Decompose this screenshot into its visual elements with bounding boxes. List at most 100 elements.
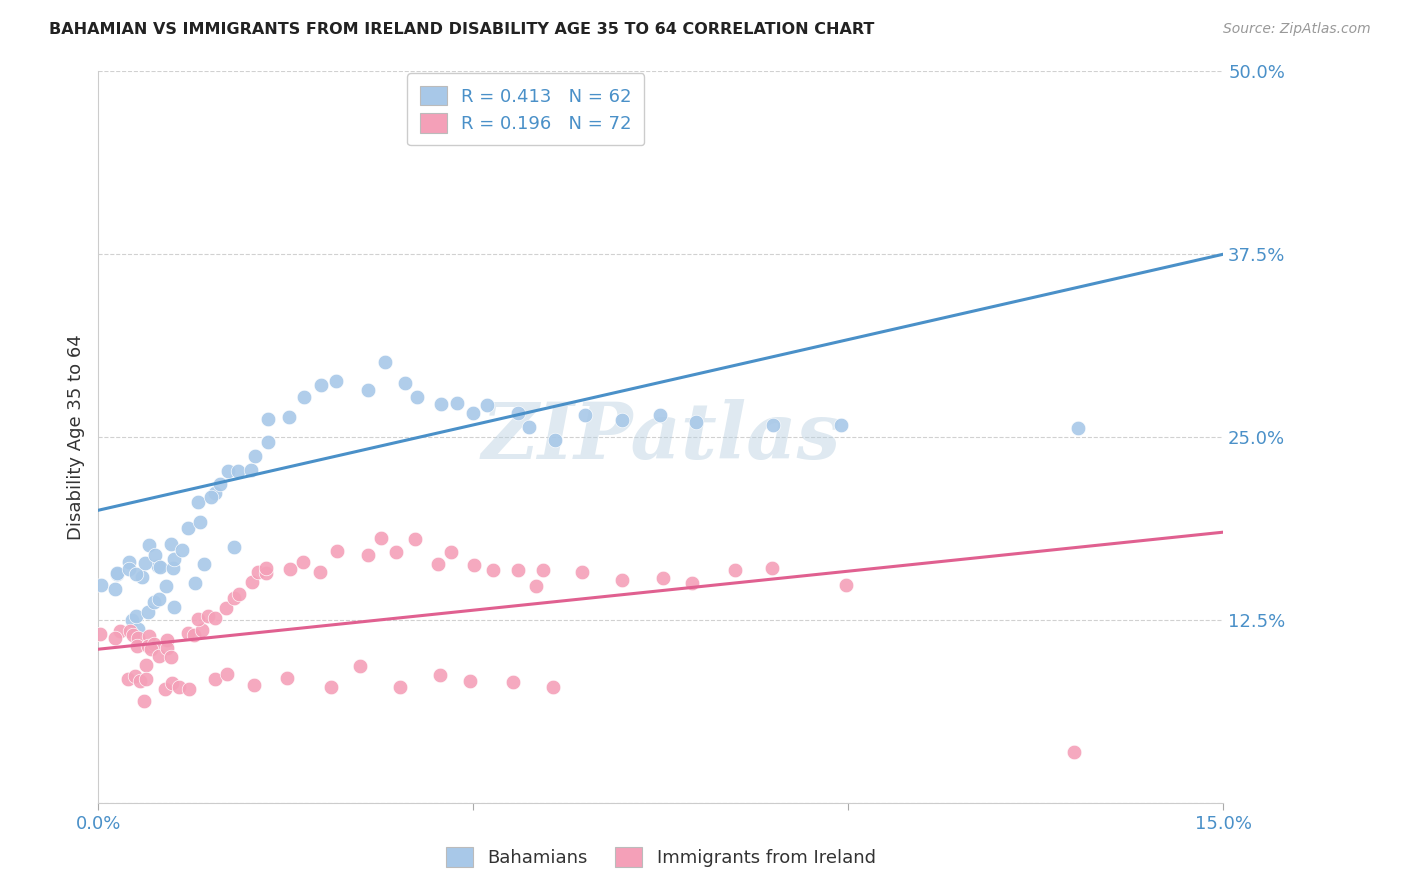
Point — [134, 556, 156, 570]
Point — [105, 566, 128, 581]
Point — [89, 627, 111, 641]
Point — [104, 582, 127, 596]
Point — [1067, 421, 1090, 435]
Point — [440, 545, 463, 559]
Point — [292, 555, 315, 569]
Point — [389, 680, 412, 694]
Point — [370, 532, 392, 546]
Point — [148, 649, 170, 664]
Point — [406, 391, 429, 405]
Point — [104, 631, 127, 645]
Point — [481, 563, 503, 577]
Point — [224, 541, 246, 555]
Point — [167, 680, 190, 694]
Point — [1063, 745, 1085, 759]
Point — [834, 578, 856, 592]
Point — [131, 570, 153, 584]
Point — [524, 579, 547, 593]
Point — [278, 562, 301, 576]
Point — [193, 557, 215, 571]
Point — [183, 628, 205, 642]
Point — [125, 609, 148, 624]
Point — [187, 494, 209, 508]
Point — [135, 657, 157, 672]
Point — [309, 377, 332, 392]
Point — [239, 463, 262, 477]
Y-axis label: Disability Age 35 to 64: Disability Age 35 to 64 — [66, 334, 84, 540]
Point — [404, 532, 426, 546]
Point — [541, 680, 564, 694]
Point — [156, 632, 179, 647]
Point — [217, 464, 239, 478]
Point — [138, 538, 160, 552]
Point — [188, 515, 211, 529]
Point — [325, 375, 347, 389]
Point — [506, 563, 529, 577]
Point — [394, 376, 416, 391]
Point — [197, 608, 219, 623]
Point — [160, 676, 183, 690]
Point — [217, 667, 239, 681]
Point — [651, 571, 673, 585]
Point — [257, 434, 280, 449]
Point — [319, 680, 342, 694]
Point — [325, 543, 347, 558]
Point — [215, 600, 238, 615]
Text: ZIPatlas: ZIPatlas — [481, 399, 841, 475]
Point — [446, 396, 468, 410]
Point — [105, 566, 128, 580]
Point — [517, 420, 540, 434]
Point — [247, 565, 270, 579]
Point — [187, 612, 209, 626]
Point — [243, 678, 266, 692]
Point — [685, 415, 707, 429]
Point — [149, 560, 172, 574]
Point — [385, 544, 408, 558]
Point — [349, 658, 371, 673]
Point — [204, 611, 226, 625]
Point — [90, 578, 112, 592]
Point — [276, 671, 298, 685]
Point — [146, 559, 169, 574]
Point — [681, 576, 703, 591]
Point — [162, 561, 184, 575]
Point — [228, 587, 250, 601]
Point — [177, 521, 200, 535]
Point — [183, 576, 205, 591]
Point — [610, 573, 633, 587]
Point — [143, 595, 166, 609]
Point — [132, 693, 155, 707]
Point — [159, 649, 181, 664]
Point — [142, 637, 165, 651]
Point — [108, 624, 131, 639]
Point — [160, 537, 183, 551]
Point — [117, 672, 139, 686]
Point — [508, 406, 530, 420]
Point — [240, 575, 263, 590]
Point — [502, 675, 524, 690]
Point — [128, 673, 150, 688]
Point — [222, 591, 245, 605]
Point — [724, 563, 747, 577]
Point — [200, 490, 222, 504]
Point — [138, 640, 160, 654]
Text: BAHAMIAN VS IMMIGRANTS FROM IRELAND DISABILITY AGE 35 TO 64 CORRELATION CHART: BAHAMIAN VS IMMIGRANTS FROM IRELAND DISA… — [49, 22, 875, 37]
Point — [127, 631, 149, 645]
Point — [612, 413, 634, 427]
Point — [463, 558, 485, 573]
Point — [278, 410, 301, 425]
Point — [163, 552, 186, 566]
Point — [125, 566, 148, 581]
Point — [121, 613, 143, 627]
Point — [571, 565, 593, 579]
Point — [204, 485, 226, 500]
Point — [204, 672, 226, 686]
Point — [357, 383, 380, 397]
Point — [127, 622, 149, 636]
Point — [429, 668, 451, 682]
Legend: Bahamians, Immigrants from Ireland: Bahamians, Immigrants from Ireland — [439, 840, 883, 874]
Point — [254, 566, 277, 581]
Point — [153, 682, 176, 697]
Point — [138, 629, 160, 643]
Point — [124, 668, 146, 682]
